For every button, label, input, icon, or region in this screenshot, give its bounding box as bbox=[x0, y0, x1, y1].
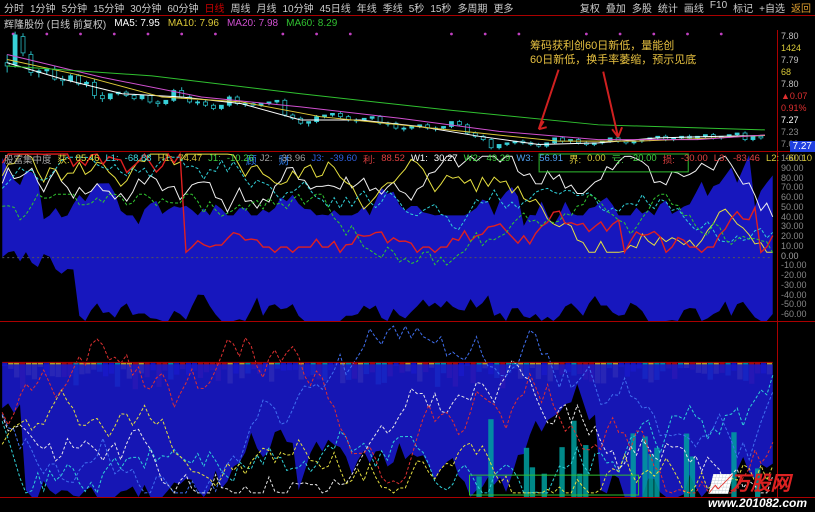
last-price-label: 7.27 bbox=[790, 141, 815, 152]
indicator-y-axis: 100.090.0080.0070.0060.0050.0040.0030.00… bbox=[777, 152, 815, 321]
timeframe-季线[interactable]: 季线 bbox=[383, 4, 403, 15]
menu-叠加[interactable]: 叠加 bbox=[606, 0, 626, 15]
menu-F10[interactable]: F10 bbox=[710, 0, 727, 15]
watermark: 📈万股网 www.201082.com bbox=[708, 467, 807, 510]
lower-plot[interactable] bbox=[0, 322, 775, 497]
ma-value: MA20: 7.98 bbox=[227, 18, 278, 29]
indicator-plot[interactable]: 顾财 bbox=[0, 152, 775, 321]
indicator-panel[interactable]: 股富集中度获:85.46L1:-68.88H1:74.47J1:-10.26J2… bbox=[0, 152, 815, 322]
menu-标记[interactable]: 标记 bbox=[733, 0, 753, 15]
stock-name: 辉隆股份 (日线 前复权) bbox=[4, 16, 106, 31]
timeframe-60分钟[interactable]: 60分钟 bbox=[167, 4, 198, 15]
timeframe-年线[interactable]: 年线 bbox=[357, 4, 377, 15]
timeframe-多周期[interactable]: 多周期 bbox=[457, 4, 487, 15]
menu-画线[interactable]: 画线 bbox=[684, 0, 704, 15]
timeframe-更多[interactable]: 更多 bbox=[493, 4, 513, 15]
price-y-axis: 7.8014247.79687.80▲0.070.91%7.277.237.00 bbox=[777, 30, 815, 151]
top-right-menu: 复权叠加多股统计画线 F10 标记 +自选返回 bbox=[574, 0, 811, 15]
menu-统计[interactable]: 统计 bbox=[658, 0, 678, 15]
ma-value: MA5: 7.95 bbox=[114, 18, 160, 29]
timeframe-月线[interactable]: 月线 bbox=[257, 4, 277, 15]
timeframe-10分钟[interactable]: 10分钟 bbox=[283, 4, 314, 15]
menu-多股[interactable]: 多股 bbox=[632, 0, 652, 15]
timeframe-分时[interactable]: 分时 bbox=[4, 4, 24, 15]
timeframe-1分钟[interactable]: 1分钟 bbox=[30, 4, 56, 15]
timeframe-周线[interactable]: 周线 bbox=[231, 4, 251, 15]
timeframe-日线[interactable]: 日线 bbox=[205, 4, 225, 15]
price-chart-panel[interactable]: 筹码获利创60日新低，量能创60日新低，换手率萎缩，预示见底 7.8014247… bbox=[0, 30, 815, 152]
timeframe-bar: 分时 1分钟 5分钟 15分钟 30分钟 60分钟日线周线月线 10分钟 45日线年线季线 5秒… bbox=[0, 0, 815, 16]
timeframe-30分钟[interactable]: 30分钟 bbox=[130, 4, 161, 15]
timeframe-5秒[interactable]: 5秒 bbox=[409, 4, 425, 15]
ma-value: MA10: 7.96 bbox=[168, 18, 219, 29]
indicator-labels: 股富集中度获:85.46L1:-68.88H1:74.47J1:-10.26J2… bbox=[4, 152, 775, 165]
ma-value: MA60: 8.29 bbox=[286, 18, 337, 29]
lower-panel[interactable] bbox=[0, 322, 815, 498]
annotation-text: 筹码获利创60日新低，量能创60日新低，换手率萎缩，预示见底 bbox=[530, 40, 696, 68]
timeframe-15秒[interactable]: 15秒 bbox=[430, 4, 451, 15]
timeframe-45日线[interactable]: 45日线 bbox=[320, 4, 351, 15]
menu-+自选[interactable]: +自选 bbox=[759, 0, 785, 15]
menu-返回[interactable]: 返回 bbox=[791, 0, 811, 15]
menu-复权[interactable]: 复权 bbox=[580, 0, 600, 15]
title-ma-row: 辉隆股份 (日线 前复权) MA5: 7.95 MA10: 7.96 MA20: 7… bbox=[0, 16, 815, 30]
timeframe-5分钟[interactable]: 5分钟 bbox=[62, 4, 88, 15]
timeframe-15分钟[interactable]: 15分钟 bbox=[93, 4, 124, 15]
